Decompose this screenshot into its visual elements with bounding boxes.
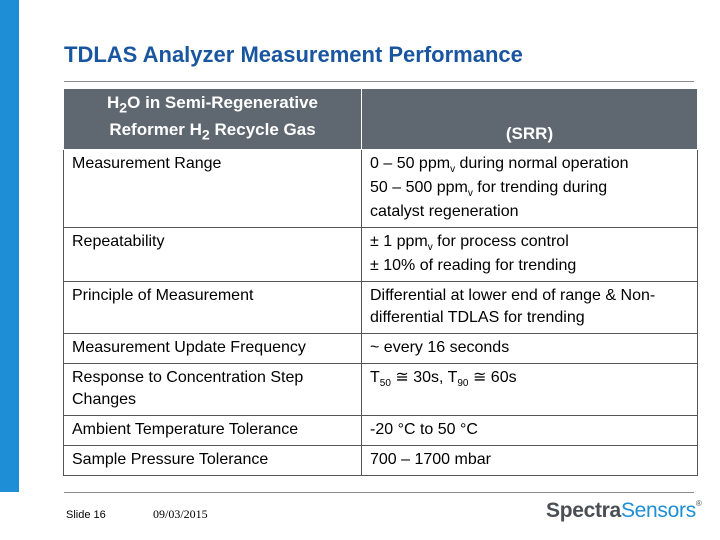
subscript: 2 — [201, 127, 210, 144]
spectrasensors-logo: SpectraSensors® — [546, 499, 702, 523]
table-row: Measurement Update Frequency ~ every 16 … — [63, 333, 698, 364]
slide-number: Slide 16 — [66, 509, 106, 521]
table-row: Repeatability ± 1 ppmv for process contr… — [63, 227, 698, 282]
row-label: Repeatability — [63, 227, 362, 282]
row-value: 0 – 50 ppmv during normal operation 50 –… — [361, 149, 698, 228]
title-divider — [64, 81, 694, 82]
table-row: Ambient Temperature Tolerance -20 °C to … — [63, 415, 698, 446]
accent-bar — [0, 0, 19, 492]
slide-title: TDLAS Analyzer Measurement Performance — [64, 42, 523, 67]
row-value: Differential at lower end of range & Non… — [361, 281, 698, 334]
row-label: Response to Concentration Step Changes — [63, 363, 362, 416]
table-row: Sample Pressure Tolerance 700 – 1700 mba… — [63, 445, 698, 476]
performance-table: H2O in Semi-Regenerative Reformer H2 Rec… — [63, 88, 698, 476]
row-value: ± 1 ppmv for process control ± 10% of re… — [361, 227, 698, 282]
row-label: Measurement Update Frequency — [63, 333, 362, 364]
header-srr: (SRR) — [361, 88, 698, 150]
row-label: Principle of Measurement — [63, 281, 362, 334]
row-value: ~ every 16 seconds — [361, 333, 698, 364]
header-analyzer-gas: H2O in Semi-Regenerative Reformer H2 Rec… — [63, 88, 362, 150]
row-label: Measurement Range — [63, 149, 362, 228]
row-value: -20 °C to 50 °C — [361, 415, 698, 446]
table-row: Response to Concentration Step Changes T… — [63, 363, 698, 416]
row-value: 700 – 1700 mbar — [361, 445, 698, 476]
row-label: Sample Pressure Tolerance — [63, 445, 362, 476]
logo-part-spectra: Spectra — [546, 499, 621, 522]
table-header-row: H2O in Semi-Regenerative Reformer H2 Rec… — [63, 88, 698, 150]
slide-date: 09/03/2015 — [153, 507, 208, 521]
row-value: T50 ≅ 30s, T90 ≅ 60s — [361, 363, 698, 416]
logo-part-sensors: Sensors — [620, 499, 696, 522]
table-row: Measurement Range 0 – 50 ppmv during nor… — [63, 149, 698, 228]
subscript: 2 — [119, 100, 128, 116]
row-label: Ambient Temperature Tolerance — [63, 415, 362, 446]
table-row: Principle of Measurement Differential at… — [63, 281, 698, 334]
registered-mark: ® — [695, 499, 702, 508]
footer-divider — [64, 492, 694, 493]
